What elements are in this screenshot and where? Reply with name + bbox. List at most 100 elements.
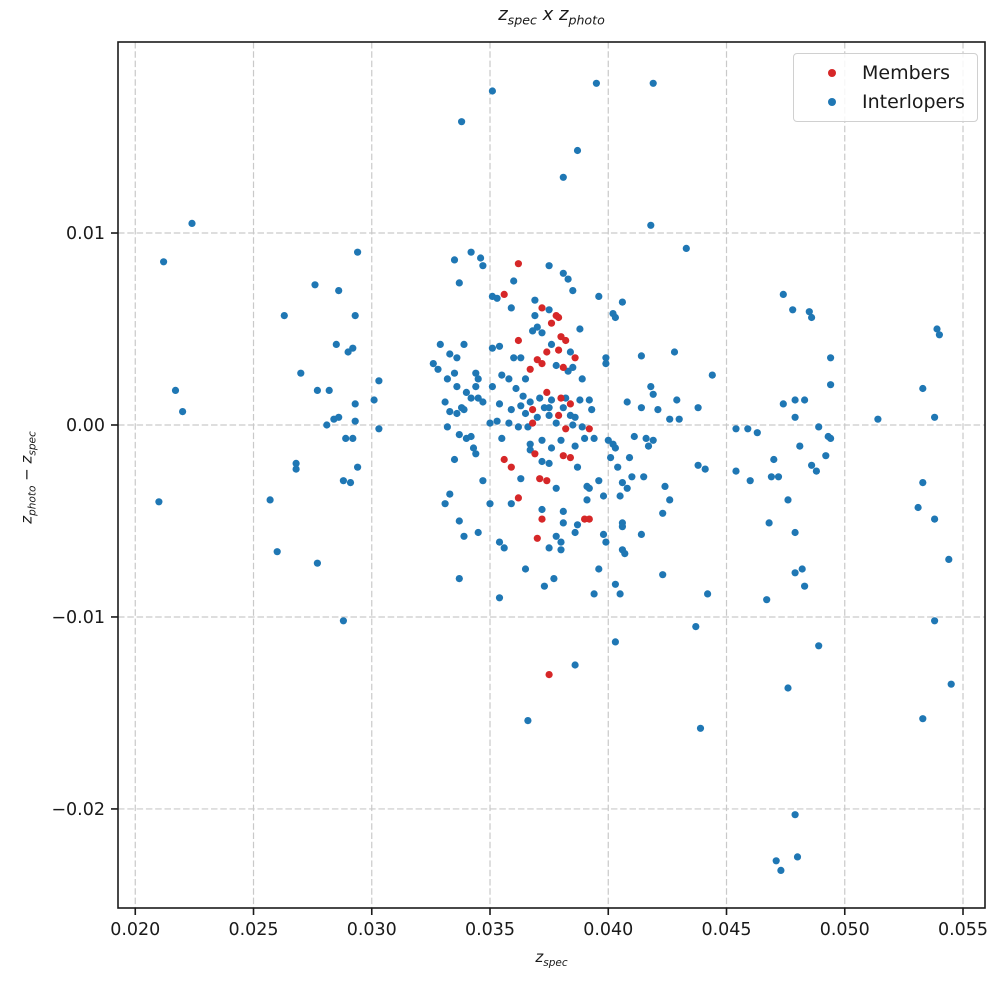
scatter-point-interlopers <box>557 436 565 444</box>
scatter-point-interlopers <box>446 490 454 498</box>
scatter-point-interlopers <box>547 340 556 348</box>
scatter-point-interlopers <box>793 853 802 861</box>
scatter-point-interlopers <box>704 590 712 598</box>
scatter-point-interlopers <box>701 465 709 473</box>
scatter-point-interlopers <box>370 396 378 404</box>
scatter-point-interlopers <box>550 575 558 583</box>
scatter-point-interlopers <box>625 454 634 462</box>
interlopers-marker-icon <box>828 98 836 107</box>
scatter-point-interlopers <box>673 396 681 404</box>
scatter-point-interlopers <box>514 423 523 431</box>
scatter-point-interlopers <box>179 408 187 416</box>
scatter-point-interlopers <box>467 432 475 441</box>
scatter-point-interlopers <box>578 375 586 383</box>
scatter-point-members <box>555 346 563 354</box>
scatter-point-interlopers <box>479 398 487 406</box>
scatter-point-interlopers <box>649 390 657 398</box>
scatter-point-interlopers <box>571 442 579 450</box>
scatter-point-interlopers <box>564 275 572 283</box>
scatter-point-members <box>566 454 575 462</box>
scatter-point-interlopers <box>616 492 624 500</box>
scatter-point-interlopers <box>599 530 608 539</box>
scatter-point-interlopers <box>155 498 163 506</box>
scatter-point-interlopers <box>796 442 804 450</box>
scatter-point-interlopers <box>616 590 624 598</box>
x-tick-label: 0.040 <box>583 920 633 940</box>
scatter-point-interlopers <box>822 452 830 460</box>
scatter-point-interlopers <box>462 388 470 396</box>
scatter-point-interlopers <box>346 479 355 487</box>
scatter-point-interlopers <box>595 565 603 573</box>
legend: Members Interlopers <box>793 53 978 122</box>
scatter-point-interlopers <box>266 496 274 504</box>
scatter-point-interlopers <box>313 559 321 567</box>
scatter-point-interlopers <box>618 298 627 306</box>
scatter-point-interlopers <box>526 398 534 406</box>
scatter-point-interlopers <box>474 375 482 383</box>
scatter-point-interlopers <box>602 354 610 362</box>
scatter-point-interlopers <box>578 423 586 431</box>
scatter-point-members <box>514 260 523 268</box>
scatter-point-interlopers <box>808 313 816 322</box>
scatter-point-interlopers <box>827 381 835 389</box>
scatter-point-interlopers <box>571 661 579 669</box>
scatter-point-interlopers <box>505 375 513 383</box>
axes-spines <box>117 41 986 909</box>
scatter-point-interlopers <box>919 479 927 487</box>
scatter-point-interlopers <box>429 360 437 368</box>
scatter-point-interlopers <box>784 684 792 692</box>
scatter-point-interlopers <box>919 715 927 723</box>
scatter-point-interlopers <box>335 287 343 295</box>
legend-label-interlopers: Interlopers <box>862 91 965 114</box>
scatter-point-interlopers <box>455 517 463 525</box>
scatter-point-interlopers <box>642 434 650 442</box>
scatter-point-interlopers <box>538 457 546 466</box>
scatter-point-interlopers <box>479 262 487 270</box>
scatter-point-interlopers <box>791 811 799 819</box>
chart-title: zspec x zphoto <box>498 4 605 28</box>
scatter-point-interlopers <box>280 312 288 320</box>
scatter-point-interlopers <box>659 509 667 517</box>
scatter-point-interlopers <box>694 404 702 412</box>
x-tick-label: 0.030 <box>347 920 397 940</box>
scatter-point-members <box>543 388 551 396</box>
scatter-point-interlopers <box>914 503 922 512</box>
scatter-point-interlopers <box>618 479 627 487</box>
scatter-point-interlopers <box>332 340 340 348</box>
y-tick-label: −0.01 <box>51 608 105 628</box>
scatter-point-interlopers <box>474 528 482 537</box>
scatter-point-interlopers <box>611 580 620 588</box>
scatter-point-interlopers <box>637 404 646 412</box>
scatter-point-interlopers <box>791 396 799 404</box>
scatter-point-interlopers <box>526 440 534 448</box>
scatter-point-interlopers <box>557 546 565 554</box>
x-tick-label: 0.055 <box>938 920 988 940</box>
scatter-point-interlopers <box>297 369 305 377</box>
scatter-point-interlopers <box>552 532 560 540</box>
scatter-point-interlopers <box>630 432 638 441</box>
scatter-point-interlopers <box>777 866 785 875</box>
scatter-point-interlopers <box>479 477 487 485</box>
scatter-point-interlopers <box>446 350 454 358</box>
scatter-point-interlopers <box>874 415 882 423</box>
scatter-point-members <box>559 452 567 460</box>
scatter-point-interlopers <box>375 377 383 385</box>
scatter-point-interlopers <box>507 406 515 414</box>
scatter-point-interlopers <box>581 434 589 442</box>
scatter-point-interlopers <box>547 444 556 452</box>
scatter-point-interlopers <box>545 411 553 419</box>
scatter-point-interlopers <box>618 523 627 531</box>
scatter-point-interlopers <box>647 221 655 229</box>
scatter-point-interlopers <box>467 248 475 256</box>
scatter-point-members <box>555 411 563 419</box>
scatter-point-members <box>536 475 544 483</box>
scatter-point-interlopers <box>935 331 944 339</box>
scatter-point-interlopers <box>569 287 577 295</box>
scatter-point-interlopers <box>349 434 357 442</box>
scatter-point-interlopers <box>945 555 953 564</box>
y-tick-label: 0.01 <box>66 224 105 244</box>
scatter-point-interlopers <box>744 425 752 433</box>
scatter-point-interlopers <box>453 354 461 362</box>
scatter-point-members <box>557 394 565 402</box>
scatter-point-interlopers <box>325 386 333 394</box>
